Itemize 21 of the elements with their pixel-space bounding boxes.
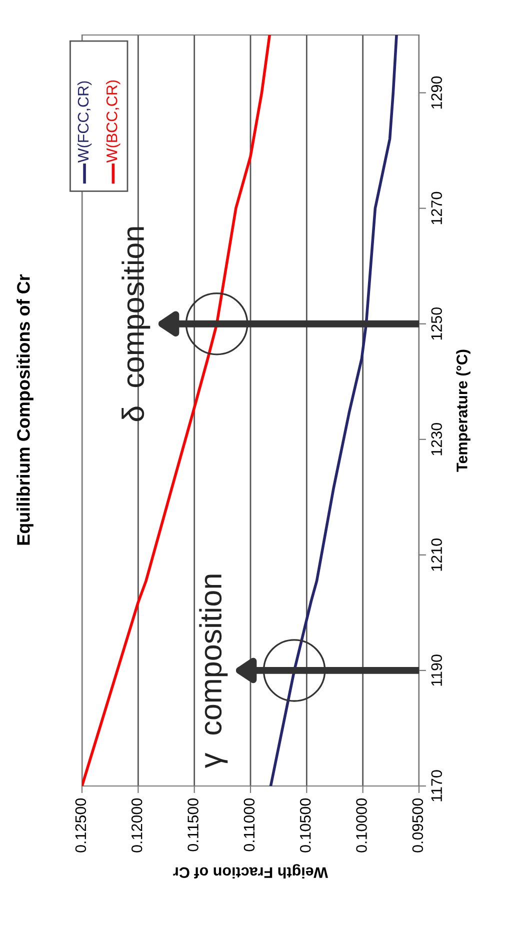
y-axis-title: Temperature (°C) xyxy=(456,350,470,472)
x-tick-label: 0.12000 xyxy=(131,798,142,852)
y-tick-label: 1290 xyxy=(431,76,442,109)
x-tick-label: 0.10500 xyxy=(300,798,311,852)
y-tick-label: 1170 xyxy=(431,770,442,802)
x-tick-label: 0.10000 xyxy=(356,798,367,852)
annotation: δ composition xyxy=(122,227,150,422)
x-axis-title: Weigth Fraction of Cr xyxy=(173,864,328,878)
text: Equilibrium Compositions of Cr xyxy=(16,274,34,545)
y-tick-label: 1250 xyxy=(431,307,442,340)
x-tick-label: 0.11500 xyxy=(188,798,198,852)
y-tick-label: 1210 xyxy=(431,538,442,571)
text: W(BCC,CR) xyxy=(106,80,120,163)
x-tick-label: 0.09500 xyxy=(412,798,424,852)
y-tick-label: 1230 xyxy=(431,422,442,456)
text: W(FCC,CR) xyxy=(77,81,92,163)
annotation: γ composition xyxy=(199,574,228,768)
x-tick-label: 0.11000 xyxy=(244,798,255,852)
x-tick-label: 0.12500 xyxy=(75,798,86,852)
y-tick-label: 1190 xyxy=(431,654,442,686)
y-tick-label: 1270 xyxy=(431,192,442,224)
